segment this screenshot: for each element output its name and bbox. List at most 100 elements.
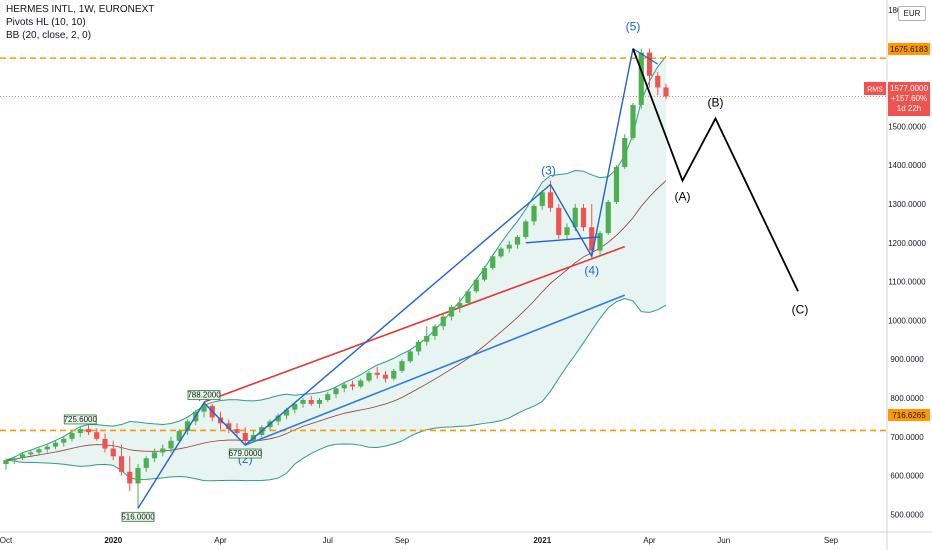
candle-body	[358, 380, 364, 387]
candle-body	[292, 403, 298, 410]
indicator-bollinger[interactable]: BB (20, close, 2, 0)	[6, 30, 92, 41]
candle-body	[234, 429, 240, 433]
candle-body	[514, 236, 521, 245]
trendline-blue	[244, 294, 626, 446]
candle-body	[638, 52, 644, 105]
candle-body	[85, 429, 92, 433]
bottom-level-tag: 716.6265	[892, 411, 926, 420]
price-tick-label: 1300.0000	[888, 200, 926, 209]
candle-body	[374, 372, 380, 375]
candle-body	[3, 460, 9, 465]
price-tick-label: 1100.0000	[888, 278, 926, 287]
pivot-label: 679.0000	[229, 449, 263, 458]
price-tick-label: 1000.0000	[888, 316, 926, 325]
candle-body	[308, 400, 314, 404]
pivot-box	[187, 390, 221, 401]
pivot-box	[63, 414, 97, 425]
candle-body	[36, 449, 42, 453]
candle-body	[605, 202, 611, 234]
candle-body	[176, 431, 182, 441]
candle-body	[622, 137, 628, 168]
price-tick-label: 1200.0000	[888, 239, 926, 248]
candle-body	[506, 244, 512, 249]
candle-body	[655, 75, 661, 88]
candle-body	[300, 400, 306, 404]
top-level-tag: 1675.6183	[890, 45, 928, 54]
time-tick-label: 2021	[533, 536, 551, 545]
price-change: +157.60%	[891, 94, 927, 103]
price-tick-label: 1500.0000	[888, 122, 926, 131]
price-tags: 1675.6183 716.6265 RMS 1577.0000 +157.60…	[864, 43, 930, 421]
chart-legend: HERMES INTL, 1W, EURONEXT Pivots HL (10,…	[6, 3, 154, 42]
correction-label: (B)	[708, 96, 724, 110]
candle-body	[118, 456, 125, 472]
correction-label: (C)	[792, 302, 809, 316]
candle-body	[415, 341, 422, 352]
ticker-tag-bg	[864, 82, 886, 95]
time-axis[interactable]: Oct2020AprJulSep2021AprJunSep2022MarJunS…	[0, 536, 932, 545]
price-tick-label: 600.0000	[890, 472, 924, 481]
price-tick-label: 1400.0000	[888, 161, 926, 170]
candle-body	[184, 421, 191, 432]
candle-body	[399, 361, 405, 371]
candle-body	[440, 316, 446, 327]
candle-body	[597, 233, 603, 251]
candle-body	[556, 207, 562, 235]
correction-wave-path	[632, 48, 799, 292]
time-tick-label: 2020	[104, 536, 122, 545]
bb-fill	[6, 56, 666, 481]
time-tick-label: Apr	[643, 536, 656, 545]
candle-body	[19, 454, 26, 459]
candle-body	[52, 442, 59, 447]
candle-body	[168, 440, 174, 449]
candle-body	[589, 227, 595, 251]
candle-body	[490, 256, 496, 268]
pivot-label: 516.0000	[121, 512, 155, 521]
price-tick-label: 900.0000	[890, 355, 924, 364]
candle-body	[102, 438, 108, 449]
wave-label: (4)	[584, 263, 599, 277]
candle-body	[127, 471, 133, 484]
wave-label: (3)	[541, 164, 556, 178]
pivot-label: 725.6000	[64, 415, 98, 424]
bottom-level-tag-bg	[888, 409, 930, 421]
symbol-title[interactable]: HERMES INTL, 1W, EURONEXT	[6, 4, 155, 15]
candle-body	[226, 423, 232, 430]
pivot-labels: 725.6000 516.0000 788.2000 679.0000	[63, 390, 263, 522]
candle-body	[613, 167, 620, 202]
candle-body	[151, 452, 158, 459]
candle-body	[316, 400, 323, 404]
wave-4-channel	[525, 236, 601, 244]
candle-body	[77, 429, 83, 433]
candle-body	[201, 405, 207, 412]
currency-button[interactable]: EUR	[898, 6, 926, 21]
last-price: 1577.0000	[890, 84, 928, 93]
candle-body	[531, 205, 537, 222]
candle-body	[391, 370, 397, 379]
candle-body	[580, 207, 587, 228]
time-tick-label: Oct	[0, 536, 13, 545]
candle-body	[28, 452, 34, 455]
time-tick-label: Sep	[395, 536, 410, 545]
candle-body	[366, 372, 372, 381]
bar-countdown: 1d 22h	[897, 104, 921, 113]
candle-body	[539, 192, 545, 206]
trendline-red	[203, 245, 626, 403]
candle-body	[69, 433, 75, 439]
candle-body	[333, 388, 339, 395]
candle-body	[143, 458, 149, 468]
candle-body	[242, 433, 248, 441]
impulse-wave-path	[137, 48, 634, 509]
candle-body	[547, 192, 554, 208]
candle-body	[341, 384, 347, 389]
candle-body	[382, 374, 389, 379]
candle-body	[457, 302, 463, 307]
candle-body	[498, 248, 504, 257]
candle-body	[11, 458, 17, 461]
candle-body	[160, 448, 166, 453]
last-price-tag-bg	[888, 82, 930, 116]
candle-body	[283, 409, 290, 416]
wave-label: (5)	[626, 20, 641, 34]
indicator-pivots[interactable]: Pivots HL (10, 10)	[6, 17, 86, 28]
